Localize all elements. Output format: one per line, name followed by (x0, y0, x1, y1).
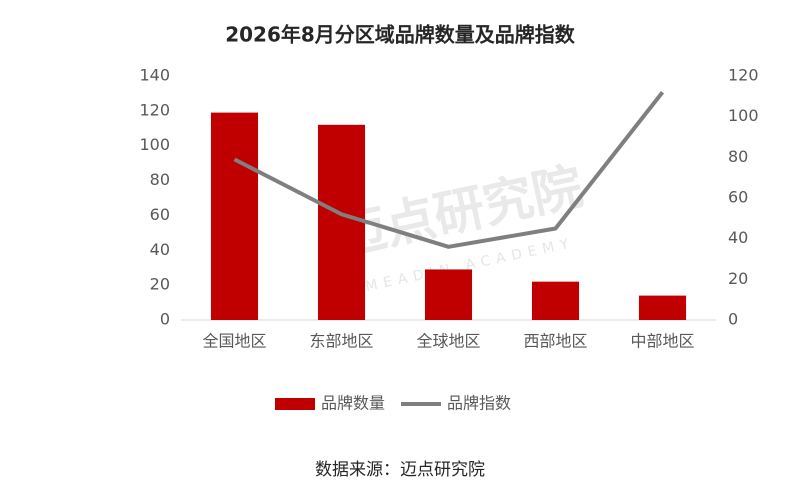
y-tick-label: 40 (150, 240, 170, 259)
source: 数据来源：迈点研究院 (315, 460, 485, 480)
y-tick-label: 80 (150, 170, 170, 189)
x-tick-label: 中部地区 (630, 332, 694, 351)
y-tick-label: 60 (150, 205, 170, 224)
y-tick-label: 120 (139, 100, 170, 119)
y-tick-label: 0 (160, 310, 170, 329)
y-tick-label: 140 (139, 66, 170, 85)
y2-tick-label: 60 (728, 188, 748, 207)
x-tick-label: 西部地区 (523, 332, 587, 351)
legend-label: 品牌指数 (447, 394, 511, 413)
bar (638, 295, 687, 320)
chart-title: 2026年8月分区域品牌数量及品牌指数 (225, 23, 576, 47)
y2-tick-label: 120 (728, 66, 759, 85)
y2-tick-label: 0 (728, 310, 738, 329)
x-tick-label: 全国地区 (202, 332, 266, 351)
y2-tick-label: 40 (728, 228, 748, 247)
bar (317, 124, 366, 320)
y2-tick-label: 100 (728, 106, 759, 125)
y-tick-label: 100 (139, 135, 170, 154)
y2-tick-label: 20 (728, 269, 748, 288)
bar (210, 112, 259, 320)
line (233, 91, 665, 249)
y2-tick-label: 80 (728, 147, 748, 166)
x-tick-label: 东部地区 (309, 332, 373, 351)
bar (531, 281, 580, 320)
bar (424, 269, 473, 320)
legend-label: 品牌数量 (321, 394, 385, 413)
x-tick-label: 全球地区 (416, 332, 480, 351)
y-tick-label: 20 (150, 275, 170, 294)
legend-swatch (275, 398, 315, 410)
